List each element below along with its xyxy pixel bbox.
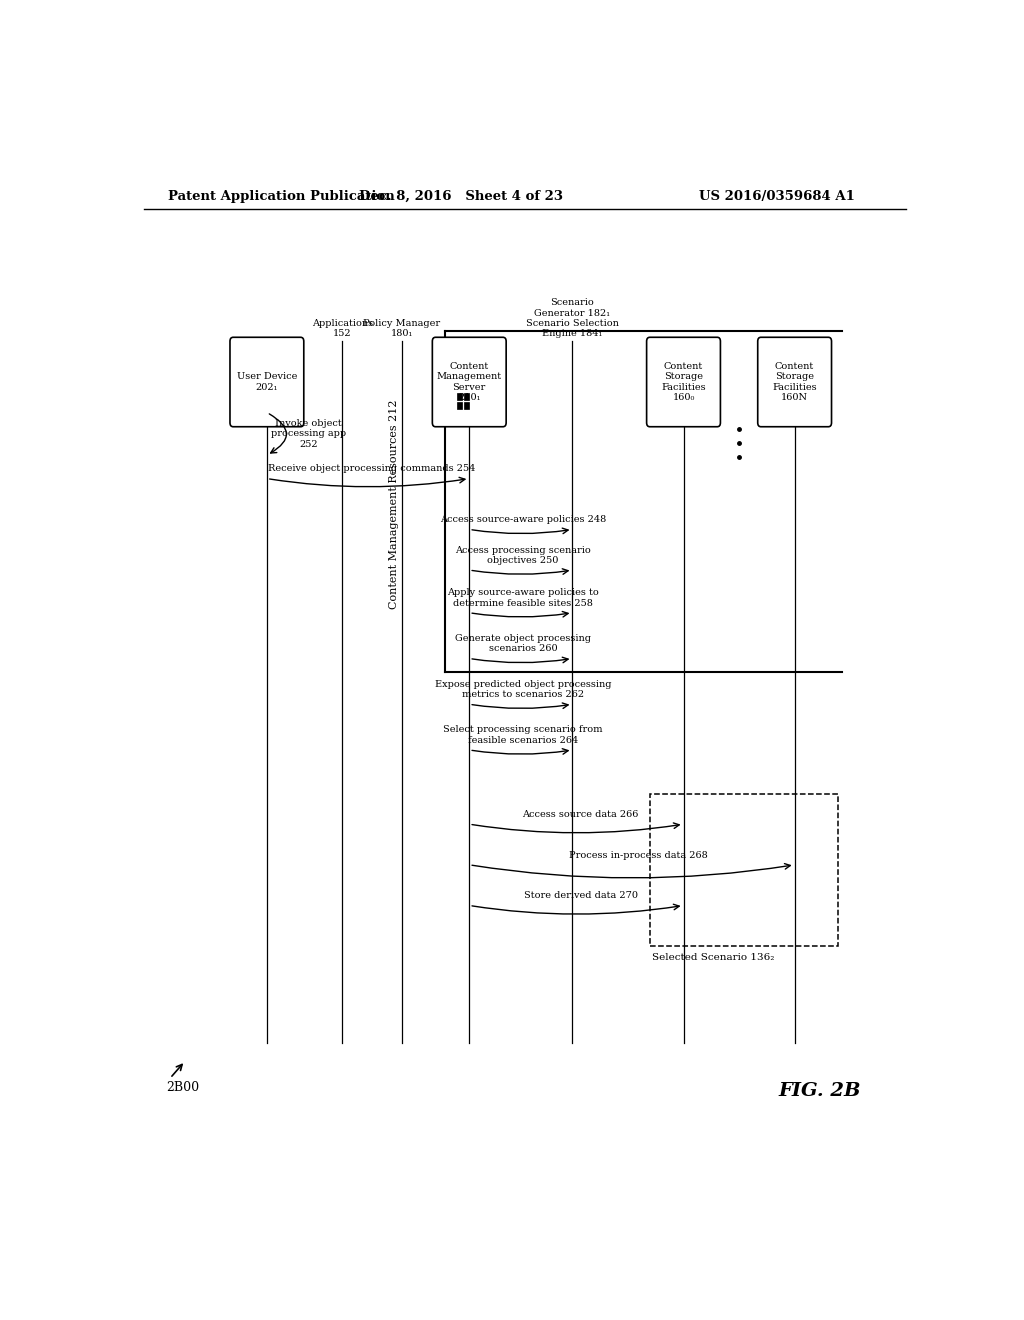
Text: Scenario
Generator 182₁
Scenario Selection
Engine 184₁: Scenario Generator 182₁ Scenario Selecti… [526,298,618,338]
Text: Dec. 8, 2016   Sheet 4 of 23: Dec. 8, 2016 Sheet 4 of 23 [359,190,563,202]
Text: Invoke object
processing app
252: Invoke object processing app 252 [270,418,346,449]
Text: Generate object processing
scenarios 260: Generate object processing scenarios 260 [455,634,591,653]
Text: Content Management Resources 212: Content Management Resources 212 [389,399,399,609]
Text: Applications
152: Applications 152 [311,319,373,338]
Text: Content
Storage
Facilities
160N: Content Storage Facilities 160N [772,362,817,403]
Text: Access source-aware policies 248: Access source-aware policies 248 [439,515,606,524]
Text: FIG. 2B: FIG. 2B [778,1082,861,1101]
Text: Apply source-aware policies to
determine feasible sites 258: Apply source-aware policies to determine… [447,589,599,607]
FancyBboxPatch shape [758,338,831,426]
Text: User Device
202₁: User Device 202₁ [237,372,297,392]
Bar [464,393,469,400]
Bar [457,393,462,400]
Bar [464,403,469,409]
Text: Selected Scenario 136₂: Selected Scenario 136₂ [652,953,774,962]
Text: Select processing scenario from
feasible scenarios 264: Select processing scenario from feasible… [443,726,603,744]
FancyBboxPatch shape [432,338,506,426]
Text: Content
Management
Server
210₁: Content Management Server 210₁ [436,362,502,403]
Text: Receive object processing commands 254: Receive object processing commands 254 [268,465,476,474]
Text: Expose predicted object processing
metrics to scenarios 262: Expose predicted object processing metri… [434,680,611,700]
Text: Patent Application Publication: Patent Application Publication [168,190,394,202]
Text: Content
Storage
Facilities
160₀: Content Storage Facilities 160₀ [662,362,706,403]
Text: Access processing scenario
objectives 250: Access processing scenario objectives 25… [455,545,591,565]
Text: US 2016/0359684 A1: US 2016/0359684 A1 [699,190,855,202]
Text: 2B00: 2B00 [166,1081,200,1094]
FancyBboxPatch shape [230,338,304,426]
Bar [457,403,462,409]
FancyBboxPatch shape [646,338,721,426]
Text: Process in-process data 268: Process in-process data 268 [569,850,708,859]
Text: Store derived data 270: Store derived data 270 [523,891,638,900]
Text: Policy Manager
180₁: Policy Manager 180₁ [364,319,440,338]
Text: Access source data 266: Access source data 266 [522,810,639,818]
